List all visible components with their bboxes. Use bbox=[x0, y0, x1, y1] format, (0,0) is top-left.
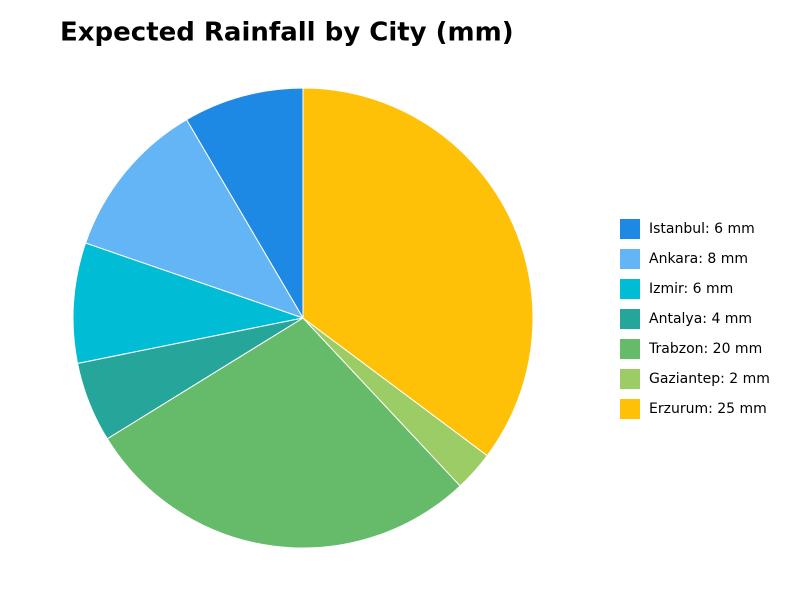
legend-label: Ankara: 8 mm bbox=[649, 251, 748, 267]
legend-swatch bbox=[620, 249, 640, 269]
legend-label: Antalya: 4 mm bbox=[649, 311, 752, 327]
legend-swatch bbox=[620, 279, 640, 299]
legend-label: Izmir: 6 mm bbox=[649, 281, 733, 297]
pie-slice bbox=[185, 87, 304, 320]
legend-label: Erzurum: 25 mm bbox=[649, 401, 767, 417]
legend-swatch bbox=[620, 369, 640, 389]
legend-swatch bbox=[620, 309, 640, 329]
pie-slice bbox=[72, 242, 305, 365]
pie-slice bbox=[302, 87, 534, 457]
legend-swatch bbox=[620, 399, 640, 419]
legend-swatch bbox=[620, 339, 640, 359]
pie-slice bbox=[106, 317, 461, 549]
legend-label: Istanbul: 6 mm bbox=[649, 221, 755, 237]
pie-slice bbox=[84, 118, 305, 319]
legend-label: Trabzon: 20 mm bbox=[648, 341, 762, 357]
legend-swatch bbox=[620, 219, 640, 239]
chart-title: Expected Rainfall by City (mm) bbox=[60, 18, 514, 48]
legend-label: Gaziantep: 2 mm bbox=[649, 371, 770, 387]
